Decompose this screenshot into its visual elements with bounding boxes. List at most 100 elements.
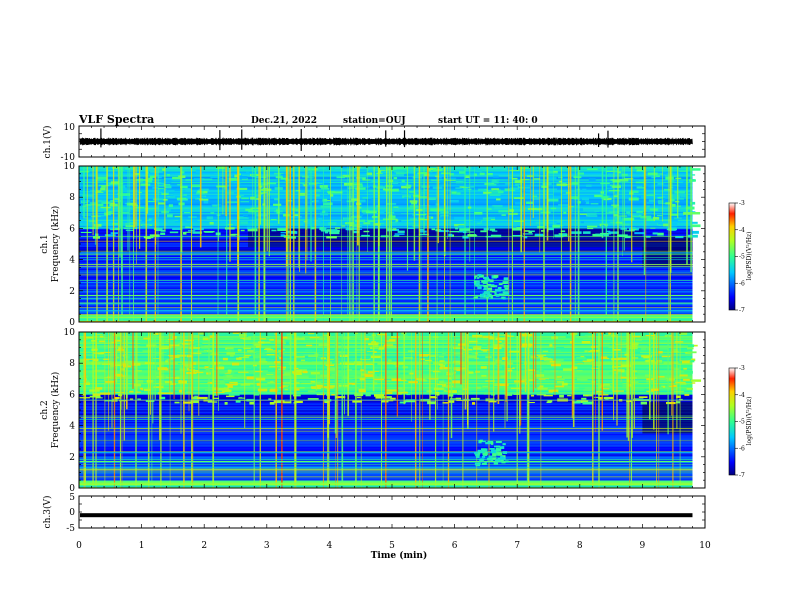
ch1-spec-cell bbox=[642, 185, 652, 188]
ch2-spec-cell bbox=[226, 395, 235, 398]
ch2-spec-cell bbox=[497, 341, 502, 343]
ch2-spec-cell bbox=[161, 382, 170, 386]
ch2-spec-cell bbox=[456, 340, 464, 343]
ch1-spec-cell bbox=[174, 189, 186, 192]
ch2-spec-cell bbox=[337, 351, 345, 354]
ch1-spec-cell bbox=[191, 184, 202, 188]
ch2-spec-cell bbox=[235, 400, 241, 403]
ch1-spec-cell bbox=[667, 175, 678, 177]
ch1-spec-cell bbox=[662, 171, 667, 175]
ch1-spec-cell bbox=[586, 212, 597, 215]
ch1-spec-cell bbox=[583, 166, 589, 168]
ch1-spec-cell bbox=[178, 219, 187, 221]
ch1-spec-cloud bbox=[482, 280, 488, 284]
ch1-spec-cell bbox=[514, 197, 524, 199]
ch2-spec-cell bbox=[202, 337, 211, 341]
ch1-spec-band bbox=[79, 186, 693, 189]
ch1-spec-cell bbox=[431, 228, 436, 231]
ch1-spec-band bbox=[79, 315, 693, 318]
ch1-spec-cell bbox=[674, 197, 684, 200]
ch2-spec-cell bbox=[292, 353, 296, 355]
ch1-spec-cell bbox=[170, 209, 182, 212]
ch2-spec-cell bbox=[359, 377, 365, 381]
ch2-spec-cell bbox=[292, 371, 302, 374]
ch2-spec-cell bbox=[257, 383, 268, 386]
ch2-spec-cell bbox=[120, 368, 126, 371]
ch2-spec-cell bbox=[326, 359, 334, 361]
ch1-spec-cell bbox=[595, 213, 605, 215]
ch2-spec-cell bbox=[96, 334, 103, 336]
ch1-spec-cell bbox=[609, 184, 621, 187]
ch2-spec-cell bbox=[212, 364, 223, 366]
ch2-spec-cell bbox=[104, 376, 111, 379]
ch1-spec-cell bbox=[479, 188, 485, 191]
ch1-spec-cell bbox=[230, 233, 236, 236]
ch1-spec-cell bbox=[172, 176, 181, 180]
ch2-spec-cell bbox=[196, 371, 200, 374]
ch2-spec-cell bbox=[178, 380, 182, 383]
ch1-spec-band bbox=[79, 180, 693, 182]
ch2-spec-cell bbox=[297, 369, 307, 372]
ch1-spec-cell bbox=[652, 232, 658, 235]
ch1-spec-cell bbox=[679, 183, 690, 186]
ch1-spec-cell bbox=[616, 221, 623, 224]
ch2-spec-cloud bbox=[492, 453, 497, 457]
ch1-spec-cell bbox=[493, 175, 499, 178]
ch2-spec-cell bbox=[412, 360, 424, 362]
ch2-spec-cell bbox=[175, 347, 182, 351]
ch1-spec-cell bbox=[320, 188, 330, 190]
ch2-spec-cell bbox=[221, 389, 232, 392]
ch1-spec-band bbox=[79, 275, 693, 277]
ch1-spec-cell bbox=[174, 215, 183, 218]
ch1-spec-cell bbox=[195, 169, 203, 173]
ch2-spec-cell bbox=[237, 332, 248, 334]
ch1-spec-cell bbox=[305, 177, 314, 179]
ch1-spec-cell bbox=[638, 180, 647, 182]
ch2-spec-cell bbox=[97, 346, 109, 349]
ch1-spec-cell bbox=[396, 172, 407, 175]
ch1-spec-cell bbox=[181, 188, 191, 191]
ch1-spec-cloud bbox=[487, 279, 494, 282]
ch1-spec-cell bbox=[298, 182, 304, 184]
ch2-spec-cell bbox=[439, 333, 446, 335]
ch2-spec-cell bbox=[358, 385, 369, 389]
ch1-spec-cell bbox=[241, 197, 249, 200]
ch2-spec-cell bbox=[306, 344, 313, 347]
ch1-spec-band bbox=[79, 193, 693, 195]
ch2-spec-cell bbox=[457, 392, 465, 395]
ch1-spec-cell bbox=[245, 208, 253, 211]
ch2-spec-cell bbox=[165, 360, 169, 363]
ch2-colorbar-tick-label--6: -6 bbox=[739, 445, 745, 452]
ch2-spec-cell bbox=[205, 368, 210, 371]
ch1-spec-cell bbox=[336, 176, 346, 179]
ch1-spec-cloud bbox=[503, 285, 509, 288]
ch2-spec-cell bbox=[374, 394, 385, 397]
ch1-spec-band bbox=[79, 253, 693, 255]
ch1-spec-cell bbox=[80, 226, 89, 230]
ch1-spec-cell bbox=[459, 171, 466, 174]
ch2-spec-cloud bbox=[501, 446, 505, 448]
ch1-spec-cell bbox=[682, 181, 686, 183]
ch1-spec-cell bbox=[140, 183, 151, 186]
ch1-spec-cell bbox=[361, 209, 370, 213]
ch1-spec-cell bbox=[157, 175, 162, 179]
ch1-spec-band bbox=[79, 176, 693, 178]
ch2-spec-ytick-label-0: 0 bbox=[69, 484, 75, 494]
ch1-spec-cell bbox=[368, 189, 378, 193]
ch1-spec-cell bbox=[441, 216, 452, 219]
ch1-spec-cell bbox=[582, 231, 591, 234]
ch2-spec-cell bbox=[598, 344, 610, 348]
ch1-colorbar-tick-label--5: -5 bbox=[739, 254, 745, 261]
ch1-spec-cell bbox=[634, 232, 645, 235]
ch2-spec-cell bbox=[680, 383, 687, 385]
ch2-spec-cell bbox=[603, 332, 609, 336]
ch2-spec-cell bbox=[185, 333, 191, 336]
ch1-spec-cell bbox=[607, 174, 616, 177]
ch2-spec-cell bbox=[356, 396, 361, 399]
ch1-spec-cell bbox=[465, 208, 476, 212]
ch2-spec-cell bbox=[174, 376, 180, 380]
ch1-spec-cell bbox=[199, 208, 204, 210]
ch1-spec-cell bbox=[580, 213, 588, 215]
ch1-spec-cell bbox=[198, 188, 209, 192]
ch2-spec-cell bbox=[524, 382, 529, 385]
